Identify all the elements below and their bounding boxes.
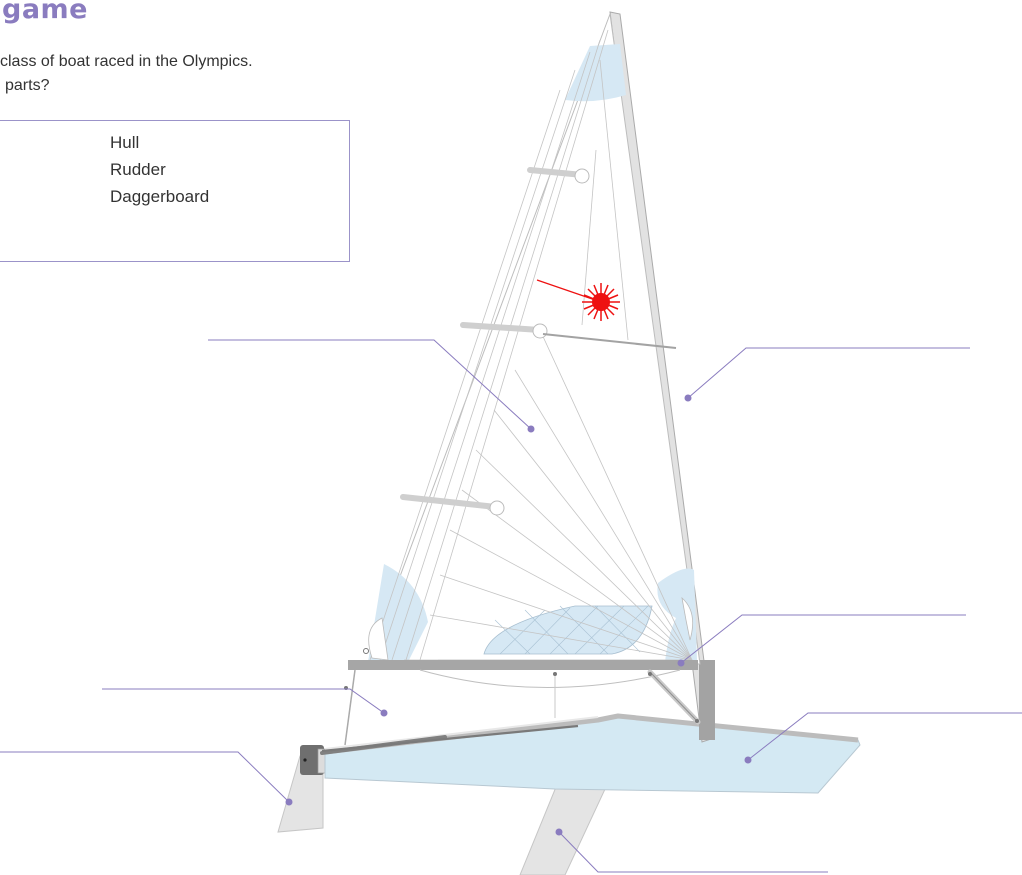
target-dot-rudder[interactable] [285,798,293,806]
target-dot-hull[interactable] [744,756,752,764]
target-dot-sail[interactable] [527,425,535,433]
hull-shape [324,715,861,794]
instructions-line-1: class of boat raced in the Olympics. [0,53,253,70]
sail-shape [367,13,701,665]
answer-bank: Hull Rudder Daggerboard [0,120,350,262]
target-dot-tiller[interactable] [380,709,388,717]
target-dot-daggerboard[interactable] [555,828,563,836]
game-title: game [2,0,88,25]
tiller-extension [321,724,579,753]
target-dot-boom[interactable] [677,659,685,667]
answer-option-rudder[interactable]: Rudder [110,160,166,179]
answer-option-hull[interactable]: Hull [110,133,140,152]
boom-shape [348,660,698,670]
target-dot-mast[interactable] [684,394,692,402]
answer-option-daggerboard[interactable]: Daggerboard [110,187,210,206]
answer-list: Hull Rudder Daggerboard [110,129,209,210]
instructions-line-2: parts? [5,77,50,94]
sail-window [483,605,653,655]
instructions: class of boat raced in the Olympics. par… [0,50,360,98]
daggerboard-shape [519,786,607,875]
